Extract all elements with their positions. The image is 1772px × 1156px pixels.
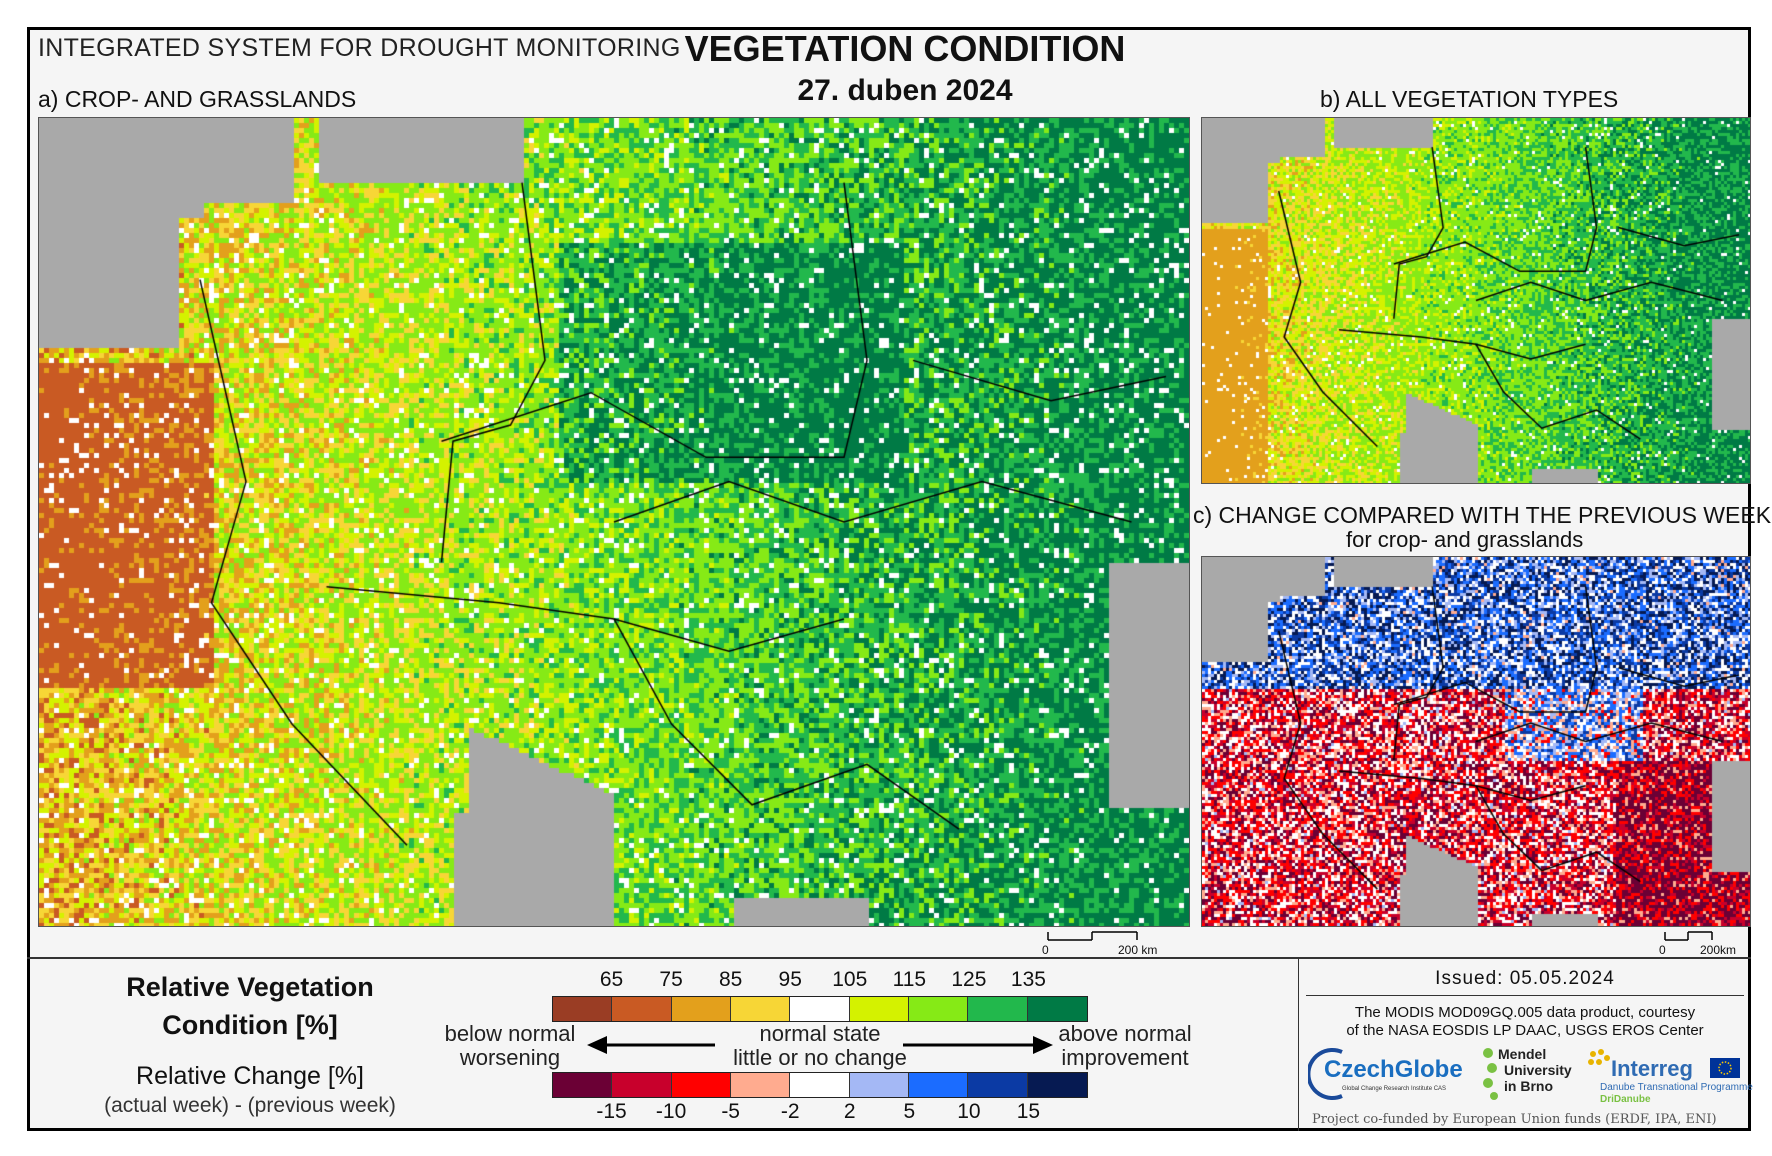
map-weekly-change <box>1201 556 1751 927</box>
scalebar-c <box>1664 931 1713 941</box>
czechglobe-name: CzechGlobe <box>1324 1056 1463 1083</box>
rvc-tick-label: 115 <box>892 968 927 991</box>
rvc-swatch-0 <box>553 997 613 1021</box>
scalebar-a <box>1047 931 1138 941</box>
panel-c-title: c) CHANGE COMPARED WITH THE PREVIOUS WEE… <box>1193 502 1772 528</box>
rc-tick-label: 2 <box>843 1100 856 1123</box>
issued-rule <box>1306 995 1744 996</box>
panel-b-title: b) ALL VEGETATION TYPES <box>1320 86 1619 112</box>
rvc-swatch-5 <box>849 997 909 1021</box>
panel-a-title: a) CROP- AND GRASSLANDS <box>38 86 357 112</box>
note-left-2: worsening <box>459 1045 561 1070</box>
cofunded-note: Project co-funded by European Union fund… <box>1312 1112 1717 1127</box>
rvc-swatch-3 <box>730 997 791 1021</box>
credit-line-1: The MODIS MOD09GQ.005 data product, cour… <box>1354 1004 1696 1021</box>
date-title: 27. duben 2024 <box>797 74 1013 107</box>
czechglobe-subtitle: Global Change Research Institute CAS <box>1342 1086 1447 1092</box>
map-all-vegetation <box>1201 117 1751 484</box>
rvc-swatch-4 <box>790 997 850 1021</box>
rc-swatch-2 <box>671 1073 731 1097</box>
system-title: INTEGRATED SYSTEM FOR DROUGHT MONITORING <box>38 34 681 62</box>
rvc-colorbar <box>552 996 1088 1022</box>
rvc-tick-label: 85 <box>718 968 743 991</box>
rc-swatch-3 <box>730 1073 791 1097</box>
rc-swatch-1 <box>612 1073 672 1097</box>
scalebar-c-end: 200km <box>1700 943 1737 957</box>
legend-rvc-title-2: Condition [%] <box>162 1010 338 1040</box>
rc-swatch-0 <box>553 1073 613 1097</box>
map-crop-grasslands <box>38 117 1190 927</box>
note-center-1: normal state <box>759 1021 881 1046</box>
note-left-1: below normal <box>444 1021 576 1046</box>
mendel-logo: Mendel University in Brno <box>1480 1046 1580 1102</box>
rc-tick-label: -10 <box>655 1100 687 1123</box>
czechglobe-logo: CzechGlobe Global Change Research Instit… <box>1308 1046 1473 1102</box>
rc-tick-label: -15 <box>596 1100 627 1123</box>
rvc-swatch-7 <box>968 997 1028 1021</box>
panel-c-subtitle: for crop- and grasslands <box>1346 527 1584 552</box>
mendel-line-1: Mendel <box>1498 1046 1547 1062</box>
rvc-tick-label: 95 <box>778 968 802 991</box>
issued-date: Issued: 05.05.2024 <box>1435 968 1615 989</box>
interreg-subtitle: Danube Transnational Programme <box>1600 1082 1753 1093</box>
rvc-swatch-8 <box>1027 997 1087 1021</box>
mendel-line-2: University <box>1504 1062 1572 1078</box>
legend-rc-title: Relative Change [%] <box>136 1062 364 1090</box>
scalebar-c-start: 0 <box>1659 943 1666 957</box>
rc-tick-label: 5 <box>903 1100 916 1123</box>
legend-rc-subtitle: (actual week) - (previous week) <box>104 1094 396 1117</box>
rvc-tick-label: 75 <box>659 968 683 991</box>
interreg-project: DriDanube <box>1600 1094 1651 1105</box>
note-right-1: above normal <box>1058 1021 1192 1046</box>
rc-swatch-6 <box>908 1073 969 1097</box>
rvc-tick-label: 135 <box>1010 968 1046 991</box>
mendel-line-3: in Brno <box>1504 1078 1553 1094</box>
note-center-2: little or no change <box>733 1045 907 1070</box>
rc-tick-label: -5 <box>721 1100 740 1123</box>
rc-tick-label: 15 <box>1016 1100 1041 1123</box>
legend-rvc-title-1: Relative Vegetation <box>126 972 374 1002</box>
note-right-2: improvement <box>1061 1045 1189 1070</box>
rvc-swatch-6 <box>908 997 969 1021</box>
interreg-name: Interreg <box>1611 1056 1693 1081</box>
rc-swatch-4 <box>790 1073 850 1097</box>
legend-divider <box>27 957 1751 959</box>
rc-colorbar <box>552 1072 1088 1098</box>
rvc-tick-label: 65 <box>599 968 624 991</box>
rvc-swatch-1 <box>612 997 672 1021</box>
rvc-tick-label: 105 <box>832 968 868 991</box>
rc-tick-label: 10 <box>957 1100 981 1123</box>
rvc-swatch-2 <box>671 997 731 1021</box>
rc-tick-label: -2 <box>780 1100 800 1123</box>
credit-line-2: of the NASA EOSDIS LP DAAC, USGS EROS Ce… <box>1346 1022 1704 1039</box>
footer-divider <box>1298 958 1299 1131</box>
rc-swatch-7 <box>968 1073 1028 1097</box>
rc-swatch-5 <box>849 1073 909 1097</box>
eu-flag-icon <box>1710 1058 1740 1078</box>
rc-swatch-8 <box>1027 1073 1087 1097</box>
interreg-logo: Interreg Danube Transnational Programme … <box>1585 1046 1753 1105</box>
rvc-tick-label: 125 <box>951 968 987 991</box>
scale-arrow <box>587 1036 1053 1054</box>
main-title: VEGETATION CONDITION <box>684 28 1126 69</box>
scalebar-a-start: 0 <box>1042 943 1049 957</box>
scalebar-a-end: 200 km <box>1118 943 1158 957</box>
